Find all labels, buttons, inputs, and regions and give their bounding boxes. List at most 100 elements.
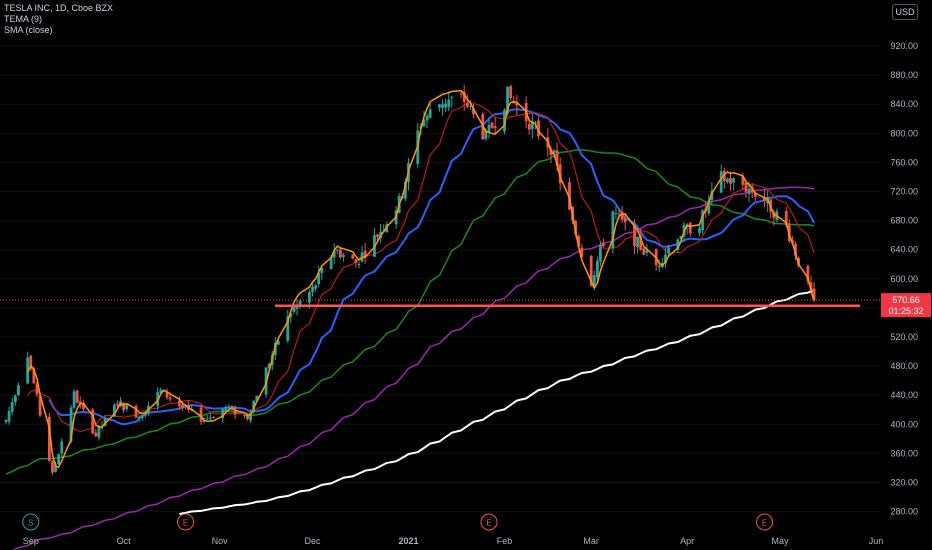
candle-body xyxy=(580,247,584,257)
candle-body xyxy=(602,242,605,246)
candle xyxy=(134,403,138,418)
candle-body xyxy=(103,418,107,427)
candle-body xyxy=(168,397,172,400)
y-tick-label: 800.00 xyxy=(890,128,918,138)
y-tick-label: 280.00 xyxy=(890,507,918,517)
candle xyxy=(51,460,54,476)
candle-body xyxy=(574,220,578,235)
candle-body xyxy=(701,210,705,230)
candle xyxy=(490,121,494,130)
candle-body xyxy=(490,122,494,128)
candle xyxy=(602,238,605,248)
candle-body xyxy=(243,415,246,417)
sma-200-path xyxy=(179,289,815,516)
candle-body xyxy=(249,413,252,421)
candle-body xyxy=(679,235,683,239)
candle-body xyxy=(425,115,429,121)
event-label: S xyxy=(28,519,33,528)
legend-symbol[interactable]: TESLA INC, 1D, Cboe BZX xyxy=(4,3,114,13)
candle-body xyxy=(465,102,469,107)
sma-50-path xyxy=(5,149,815,475)
y-tick-label: 680.00 xyxy=(890,216,918,226)
event-circle xyxy=(480,513,498,531)
candle-body xyxy=(184,405,187,407)
candle-body xyxy=(657,265,661,268)
candle xyxy=(469,99,472,110)
candle xyxy=(103,415,107,427)
candle xyxy=(493,117,497,135)
support-line[interactable] xyxy=(0,299,880,307)
candle xyxy=(472,104,475,118)
price-badge-bg xyxy=(881,293,931,318)
sma-purple-line xyxy=(12,186,815,550)
candle xyxy=(47,412,51,463)
candle xyxy=(338,247,342,260)
candle-body xyxy=(503,110,506,132)
earnings-event-marker: E xyxy=(177,513,195,531)
candle xyxy=(509,84,513,101)
event-label: E xyxy=(486,519,491,528)
candle-body xyxy=(13,395,17,403)
candle xyxy=(623,212,627,231)
candle xyxy=(159,387,163,394)
candle-body xyxy=(122,402,126,411)
candle xyxy=(72,389,76,410)
earnings-event-marker: E xyxy=(480,513,498,531)
candle-body xyxy=(125,405,129,410)
sma-10-path xyxy=(27,102,815,433)
candle xyxy=(462,84,466,111)
sma-20-path xyxy=(48,108,815,426)
candle xyxy=(744,180,748,198)
candle-body xyxy=(806,265,810,282)
candle xyxy=(450,95,454,108)
sma-100-path xyxy=(12,186,815,550)
candle xyxy=(320,267,324,280)
candle-body xyxy=(450,96,454,98)
y-tick-label: 640.00 xyxy=(890,245,918,255)
candle xyxy=(91,407,95,435)
candle xyxy=(599,241,602,267)
candle-body xyxy=(137,416,141,419)
y-tick-label: 320.00 xyxy=(890,478,918,488)
candle xyxy=(465,94,469,109)
candle xyxy=(342,252,345,262)
legend-tema[interactable]: TEMA (9) xyxy=(4,14,43,24)
candle xyxy=(7,406,11,425)
candle-body xyxy=(292,307,296,312)
candle-body xyxy=(202,420,206,422)
candle xyxy=(140,415,144,422)
candle-body xyxy=(357,263,361,266)
candle xyxy=(335,249,339,255)
candle-body xyxy=(363,250,367,258)
candle-body xyxy=(227,407,231,409)
time-axis[interactable]: Sep Oct Nov Dec 2021 Feb Mar Apr May Jun xyxy=(23,536,883,546)
candle-body xyxy=(376,234,379,237)
candle-body xyxy=(385,224,389,233)
candle-body xyxy=(462,91,466,102)
candle-body xyxy=(78,401,82,404)
candle xyxy=(707,194,711,216)
x-tick-label: Mar xyxy=(583,536,599,546)
y-tick-label: 880.00 xyxy=(890,70,918,80)
candle xyxy=(317,266,321,288)
x-tick-label: Sep xyxy=(23,536,39,546)
candle xyxy=(732,177,735,191)
sma-red-line xyxy=(27,102,815,433)
candle-body xyxy=(208,417,212,419)
candle xyxy=(332,243,336,264)
candle-body xyxy=(277,341,280,345)
candle xyxy=(447,91,451,112)
candle-body xyxy=(459,93,463,95)
legend-sma[interactable]: SMA (close) xyxy=(4,25,53,35)
candle xyxy=(428,101,432,119)
sma-blue-line xyxy=(48,108,815,426)
candle-body xyxy=(286,316,290,341)
candle-body xyxy=(639,236,643,250)
candle-body xyxy=(447,99,451,107)
currency-button[interactable]: USD xyxy=(892,4,918,20)
candle-body xyxy=(633,224,636,247)
candle xyxy=(314,284,318,292)
candle-body xyxy=(592,275,596,288)
